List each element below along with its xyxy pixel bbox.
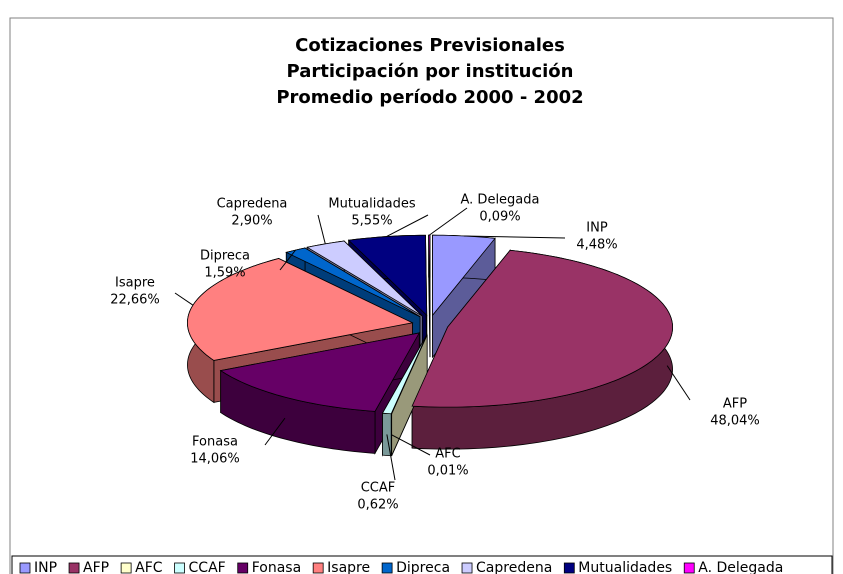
legend-swatch: [68, 562, 80, 574]
data-label-value: 0,01%: [427, 464, 468, 479]
legend-swatch: [563, 562, 575, 574]
data-label-value: 14,06%: [190, 452, 240, 467]
legend-label: CCAF: [189, 560, 226, 574]
slice: [381, 334, 428, 415]
chart-title: Participación por institución: [287, 61, 574, 82]
leader-line: [317, 214, 326, 244]
legend-label: Mutualidades: [578, 560, 672, 574]
leader-line: [429, 207, 468, 236]
data-label-name: INP: [586, 221, 608, 236]
legend-label: A. Delegada: [698, 560, 783, 574]
leader-line: [666, 365, 691, 401]
legend-label: Fonasa: [252, 560, 301, 574]
data-label-value: 1,59%: [204, 266, 245, 281]
legend-swatch: [683, 562, 695, 574]
legend-label: AFP: [83, 560, 109, 574]
data-label-name: Fonasa: [192, 435, 238, 450]
data-label-value: 0,62%: [357, 498, 398, 513]
data-label-name: AFC: [435, 447, 460, 462]
legend-swatch: [174, 562, 185, 574]
data-label-value: 48,04%: [710, 414, 760, 429]
legend-swatch: [19, 562, 31, 574]
slice: [187, 258, 414, 361]
legend-label: Capredena: [476, 560, 552, 574]
data-label-value: 5,55%: [351, 214, 392, 229]
slice: [411, 249, 673, 408]
data-label-name: CCAF: [361, 481, 396, 496]
data-label-value: 4,48%: [576, 238, 617, 253]
legend-label: AFC: [135, 560, 163, 574]
leader-line: [174, 292, 194, 306]
leader-line: [464, 235, 566, 239]
data-label-name: AFP: [723, 397, 747, 412]
data-label-name: Capredena: [217, 197, 288, 212]
data-label-name: Isapre: [115, 276, 155, 291]
legend-label: INP: [34, 560, 57, 574]
slice: [306, 240, 423, 317]
legend-label: Dipreca: [396, 560, 450, 574]
legend-swatch: [312, 562, 324, 574]
leader-line: [386, 214, 429, 237]
data-label-name: Dipreca: [200, 249, 250, 264]
data-label-name: A. Delegada: [461, 193, 540, 208]
legend-swatch: [461, 562, 473, 574]
legend-swatch: [237, 562, 249, 574]
legend-box: [11, 555, 833, 574]
data-label-value: 22,66%: [110, 293, 160, 308]
data-label-value: 0,09%: [479, 210, 520, 225]
leader-line: [386, 434, 396, 481]
legend-swatch: [120, 562, 132, 574]
chart-title: Promedio período 2000 - 2002: [276, 87, 583, 108]
legend-label: Isapre: [327, 560, 370, 574]
data-label-value: 2,90%: [231, 214, 272, 229]
pie-tops: [187, 234, 673, 415]
slice: [219, 332, 421, 412]
leader-line: [264, 417, 286, 446]
data-label-name: Mutualidades: [328, 197, 415, 212]
legend-swatch: [381, 562, 393, 574]
chart-title: Cotizaciones Previsionales: [295, 35, 565, 56]
leader-line: [391, 434, 431, 456]
leader-line: [279, 249, 296, 271]
